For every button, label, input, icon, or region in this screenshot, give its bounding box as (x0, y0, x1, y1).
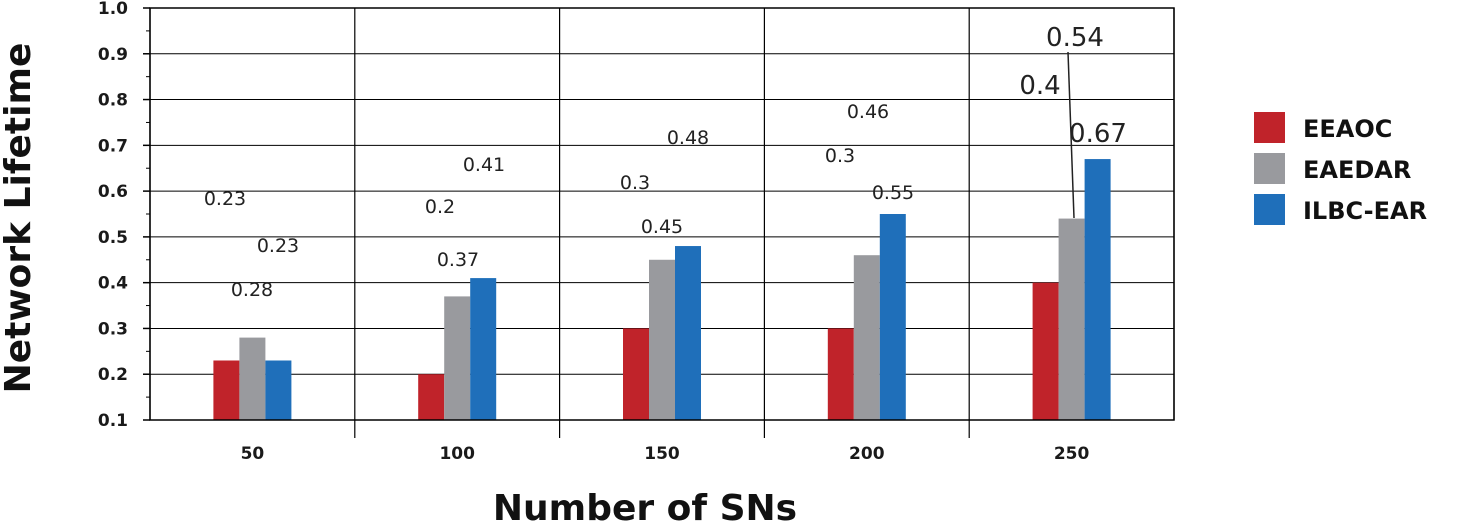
y-tick-label: 1.0 (98, 0, 128, 19)
x-tick-label: 100 (439, 444, 475, 464)
bar-eeaoc-150 (623, 328, 649, 420)
label-leader-line (1067, 51, 1075, 219)
legend-swatch-eeaoc (1254, 112, 1285, 143)
bar-eeaoc-200 (827, 328, 854, 420)
x-axis-title: Number of SNs (493, 488, 797, 525)
y-tick-label: 0.5 (98, 228, 128, 248)
y-axis-title: Network Lifetime (0, 43, 39, 394)
bars (213, 159, 1111, 421)
legend-swatch-ilbc-ear (1254, 194, 1285, 225)
x-tick-label: 250 (1054, 444, 1090, 464)
data-label: 0.45 (641, 216, 683, 238)
data-label: 0.54 (1046, 23, 1104, 53)
bar-eaedar-100 (444, 296, 471, 420)
data-label: 0.23 (257, 235, 299, 257)
y-tick-label: 0.4 (98, 274, 128, 294)
data-label: 0.67 (1069, 119, 1127, 149)
data-label: 0.3 (825, 145, 855, 167)
bar-ilbc-ear-250 (1084, 159, 1111, 421)
y-tick-label: 0.1 (98, 411, 128, 431)
data-label: 0.2 (425, 196, 455, 218)
bar-ilbc-ear-100 (470, 278, 497, 420)
y-tick-label: 0.6 (98, 182, 128, 202)
y-tick-label: 0.3 (98, 319, 128, 339)
bar-ilbc-ear-200 (879, 214, 906, 420)
data-label: 0.37 (437, 249, 479, 271)
data-label: 0.48 (667, 127, 709, 149)
x-axis-ticks: 50 100 150 200 250 (241, 444, 1090, 464)
data-label: 0.4 (1019, 71, 1060, 101)
bar-eeaoc-50 (213, 360, 240, 420)
bar-eaedar-50 (239, 337, 266, 420)
data-label: 0.46 (847, 101, 889, 123)
bar-eaedar-200 (853, 255, 880, 420)
y-tick-label: 0.8 (98, 91, 128, 111)
legend: EEAOC EAEDAR ILBC-EAR (1254, 112, 1427, 225)
bar-eeaoc-100 (418, 374, 445, 420)
legend-swatch-eaedar (1254, 153, 1285, 184)
bar-ilbc-ear-50 (265, 360, 292, 420)
data-label: 0.28 (231, 279, 273, 301)
data-label: 0.3 (620, 172, 650, 194)
data-label: 0.55 (872, 182, 914, 204)
data-label: 0.23 (204, 188, 246, 210)
legend-label: EAEDAR (1303, 156, 1411, 184)
x-tick-label: 50 (241, 444, 265, 464)
y-tick-label: 0.9 (98, 45, 128, 65)
y-tick-label: 0.7 (98, 136, 128, 156)
x-tick-label: 150 (644, 444, 680, 464)
legend-label: ILBC-EAR (1303, 197, 1427, 225)
bar-eaedar-250 (1058, 218, 1085, 420)
data-label: 0.41 (463, 154, 505, 176)
y-axis-ticks: 0.1 0.2 0.3 0.4 0.5 0.6 0.7 0.8 0.9 1.0 (98, 0, 150, 431)
y-tick-label: 0.2 (98, 365, 128, 385)
data-labels: 0.23 0.2 0.3 0.3 0.4 0.28 0.37 0.45 0.46 0.54 0.23… (204, 23, 1127, 301)
bar-eeaoc-250 (1032, 282, 1059, 420)
x-tick-label: 200 (849, 444, 885, 464)
legend-label: EEAOC (1303, 115, 1392, 143)
bar-ilbc-ear-150 (675, 246, 701, 420)
bar-eaedar-150 (649, 259, 675, 420)
